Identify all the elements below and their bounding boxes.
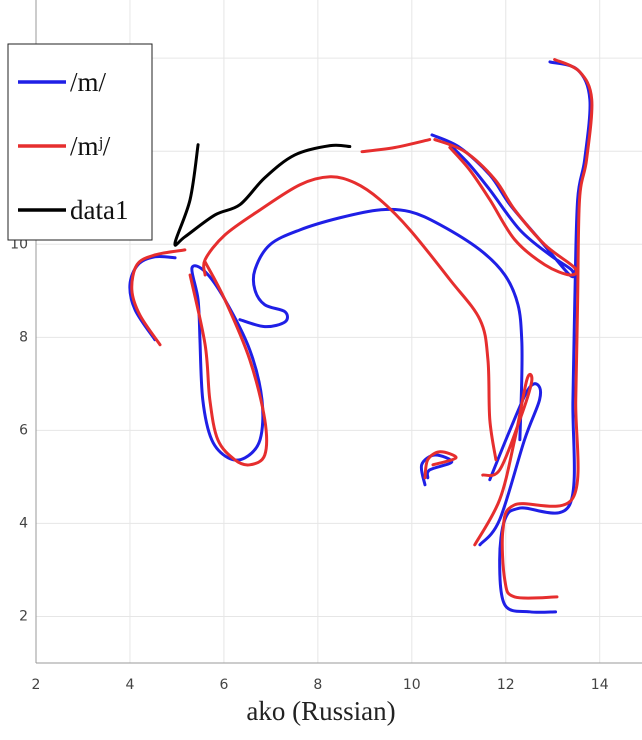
legend-label: /mʲ/	[70, 131, 111, 161]
y-tick-label: 2	[19, 608, 28, 624]
plot-area	[128, 58, 594, 614]
x-tick-label: 10	[403, 677, 421, 693]
x-tick-label: 8	[313, 677, 322, 693]
legend-label: /m/	[70, 67, 107, 97]
legend-box	[7, 43, 153, 241]
y-tick-label: 6	[19, 422, 28, 438]
x-tick-label: 4	[125, 677, 134, 693]
x-tick-label: 6	[219, 677, 228, 693]
legend-label: data1	[70, 195, 128, 225]
x-axis-label: ako (Russian)	[246, 696, 395, 726]
series-line	[130, 58, 594, 600]
y-tick-label: 4	[19, 515, 28, 531]
x-tick-label: 14	[591, 677, 609, 693]
y-tick-label: 8	[19, 329, 28, 345]
x-tick-label: 12	[497, 677, 515, 693]
x-tick-label: 2	[32, 677, 41, 693]
grid	[35, 0, 642, 663]
legend: /m/ /mʲ/data1	[7, 43, 153, 241]
series-line	[173, 143, 352, 247]
